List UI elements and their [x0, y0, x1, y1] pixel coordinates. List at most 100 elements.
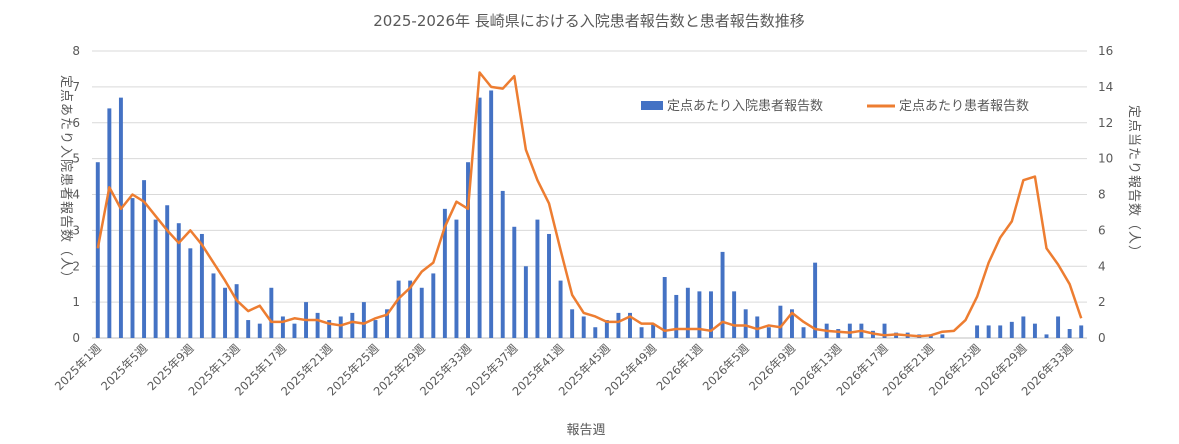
bar [986, 325, 991, 338]
bar [442, 208, 447, 338]
bar [269, 287, 274, 338]
bar [118, 97, 123, 338]
bar [570, 309, 575, 338]
bar [558, 280, 563, 338]
gridlines [92, 50, 1087, 339]
bar [211, 273, 216, 338]
y-left-tick-label: 0 [72, 331, 80, 345]
bar [361, 302, 366, 338]
bar [188, 248, 193, 338]
x-tick-label: 2025年5週 [98, 341, 150, 393]
bar [246, 320, 251, 338]
bar [639, 327, 644, 338]
y-axis-left-ticks: 0 1 2 3 4 5 6 7 8 [72, 44, 80, 345]
bar-series-inpatient [95, 90, 1084, 339]
bar [755, 316, 760, 338]
series-line [96, 71, 1083, 338]
bar [940, 334, 945, 338]
bar [766, 327, 771, 338]
x-axis-ticks: 2025年1週2025年5週2025年9週2025年13週2025年17週202… [52, 341, 1076, 399]
bar [257, 323, 262, 338]
y-axis-right-title: 定点当たり報告数（人） [1126, 105, 1141, 259]
y-left-tick-label: 8 [72, 44, 80, 58]
bar [847, 323, 852, 338]
x-tick-label: 2026年1週 [653, 341, 705, 393]
bar [489, 90, 494, 339]
y-right-tick-label: 2 [1098, 295, 1106, 309]
y-left-tick-label: 2 [72, 259, 80, 273]
bar [743, 309, 748, 338]
bar [581, 316, 586, 338]
bar [95, 162, 100, 338]
bar [628, 312, 632, 338]
bar [165, 205, 170, 338]
bar [1009, 321, 1014, 338]
bar [338, 316, 343, 338]
bar [616, 312, 621, 338]
y-right-tick-label: 16 [1098, 44, 1113, 58]
y-right-tick-label: 6 [1098, 223, 1106, 237]
chart-title: 2025-2026年 長崎県における入院患者報告数と患者報告数推移 [373, 12, 805, 30]
bar [327, 320, 332, 338]
bar [662, 277, 667, 338]
y-right-tick-label: 0 [1098, 331, 1106, 345]
bar [685, 287, 690, 338]
bar [778, 305, 783, 338]
bar [454, 219, 459, 338]
bar [385, 309, 389, 338]
bar [292, 323, 297, 338]
bar [1032, 323, 1037, 338]
y-left-tick-label: 7 [72, 80, 80, 94]
bar [315, 312, 320, 338]
y-left-tick-label: 4 [72, 188, 80, 202]
bar [350, 312, 355, 338]
bar [882, 323, 887, 338]
bar [523, 266, 528, 338]
y-right-tick-label: 12 [1098, 116, 1113, 130]
y-right-tick-label: 8 [1098, 188, 1106, 202]
bar [801, 327, 806, 338]
bar [547, 233, 551, 338]
bar [593, 327, 598, 338]
y-axis-right-ticks: 0 2 4 6 8 10 12 14 16 [1098, 44, 1113, 345]
bar [234, 284, 239, 338]
bar [813, 262, 818, 338]
bar [674, 294, 679, 338]
bar [431, 273, 436, 338]
bar [419, 287, 424, 338]
bar [477, 97, 482, 338]
bar [512, 226, 517, 338]
bar [790, 309, 794, 338]
bar [604, 320, 609, 338]
legend: 定点あたり入院患者報告数 定点あたり患者報告数 [641, 99, 1029, 114]
bar [836, 329, 841, 338]
bar [1067, 329, 1072, 338]
bar [1056, 316, 1061, 338]
bar [199, 233, 204, 338]
legend-label-line: 定点あたり患者報告数 [899, 99, 1029, 114]
line-series-patients [96, 71, 1083, 338]
bar [396, 280, 401, 338]
legend-label-bar: 定点あたり入院患者報告数 [667, 99, 823, 114]
bar [223, 287, 228, 338]
y-right-tick-label: 14 [1098, 80, 1113, 94]
bar [998, 325, 1003, 338]
y-axis-left-title: 定点あたり入院患者報告数（人） [58, 75, 73, 285]
bar [176, 223, 181, 338]
bar [732, 291, 737, 338]
x-tick-label: 2026年5週 [700, 341, 752, 393]
bar [1021, 316, 1026, 338]
bar [280, 316, 285, 338]
bar [153, 219, 158, 338]
x-axis-title: 報告週 [566, 423, 605, 438]
bar [373, 320, 378, 338]
bar [107, 108, 112, 339]
y-left-tick-label: 5 [72, 152, 80, 166]
y-left-tick-label: 3 [72, 223, 80, 237]
bar [535, 219, 540, 338]
bar [697, 291, 702, 338]
bar [142, 180, 147, 338]
svg-text:定点当たり報告数（人）: 定点当たり報告数（人） [1126, 105, 1141, 259]
bar [1079, 325, 1084, 338]
